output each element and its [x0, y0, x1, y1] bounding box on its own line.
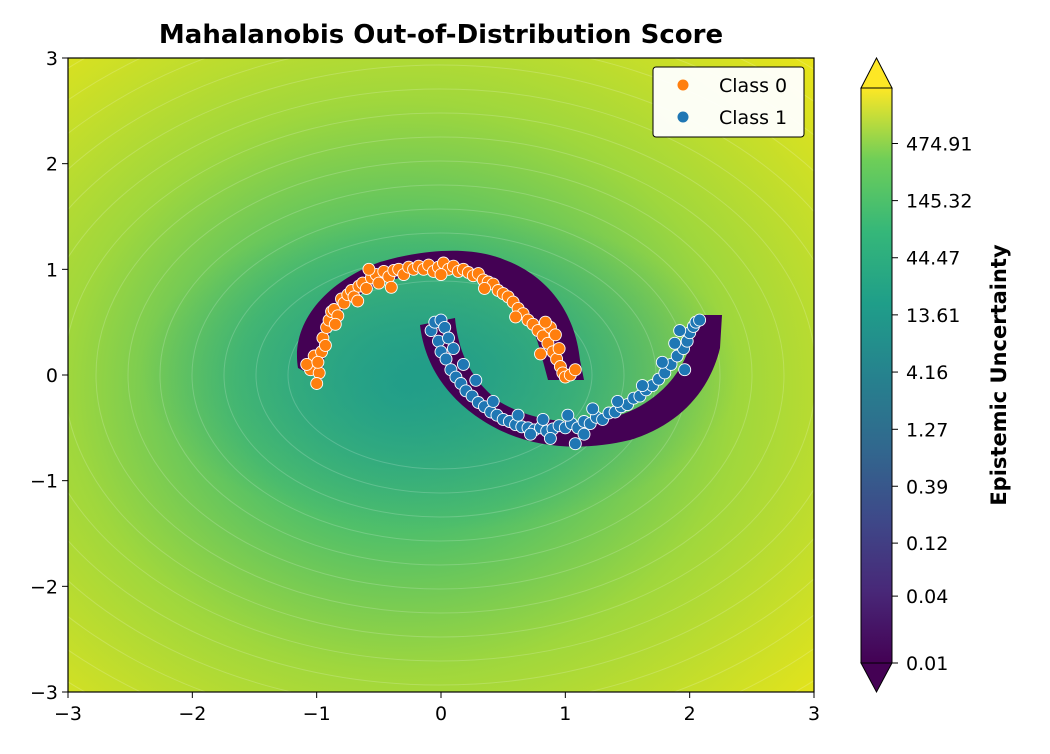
- x-tick-label: 1: [559, 703, 571, 725]
- colorbar-frame: [860, 87, 893, 664]
- scatter-point-class1: [439, 352, 453, 366]
- x-axis: −3 −2 −1 0 1 2 3: [54, 692, 820, 725]
- scatter-point-class1: [511, 408, 525, 422]
- x-tick-label: −3: [54, 703, 82, 725]
- contour-line: [95, 136, 785, 614]
- colorbar-ticks: 0.01 0.04 0.12 0.39 1.27 4.16 13.61 44.47 145.32…: [892, 133, 972, 675]
- scatter-point-class1: [561, 408, 575, 422]
- contour-line: [159, 184, 721, 566]
- colorbar-tick-label: 4.16: [906, 362, 948, 384]
- scatter-point-class0: [478, 281, 491, 295]
- contour-line: [68, 88, 814, 662]
- scatter-point-class1: [456, 357, 470, 371]
- scatter-point-class1: [655, 355, 669, 369]
- x-tick-label: 0: [435, 703, 447, 725]
- scatter-point-class1: [678, 363, 692, 377]
- y-tick-label: −3: [30, 682, 58, 704]
- colorbar-extend-bottom: [860, 662, 893, 694]
- scatter-point-class0: [534, 347, 547, 361]
- scatter-point-class1: [486, 394, 500, 408]
- colorbar-tick-label: 13.61: [906, 305, 960, 327]
- scatter-point-class0: [372, 276, 386, 290]
- y-tick-label: 1: [46, 259, 58, 281]
- contour-line: [127, 160, 753, 590]
- colorbar-tick-label: 0.04: [906, 586, 948, 608]
- scatter-point-class1: [668, 336, 682, 350]
- scatter-point-class1: [446, 342, 460, 356]
- scatter-point-class1: [693, 313, 707, 327]
- scatter-point-class1: [577, 427, 591, 441]
- scatter-point-class0: [300, 357, 314, 371]
- legend: Class 0 Class 1: [652, 66, 805, 138]
- legend-marker-class0: [677, 79, 689, 91]
- scatter-point-class0: [548, 328, 562, 342]
- x-tick-label: 2: [684, 703, 696, 725]
- scatter-point-class0: [509, 310, 523, 324]
- scatter-point-class0: [568, 363, 582, 377]
- scatter-point-class1: [442, 331, 455, 345]
- x-tick-label: −2: [178, 703, 206, 725]
- scatter-point-class0: [359, 281, 373, 295]
- colorbar: 0.01 0.04 0.12 0.39 1.27 4.16 13.61 44.47 145.32…: [860, 56, 1011, 694]
- colorbar-tick-label: 0.01: [906, 653, 948, 675]
- colorbar-tick-label: 145.32: [906, 191, 972, 213]
- scatter-point-class1: [469, 373, 483, 387]
- scatter-point-class0: [351, 294, 365, 308]
- y-axis: −3 −2 −1 0 1 2 3: [30, 48, 68, 704]
- contour-lines: [0, 0, 1008, 750]
- colorbar-tick-label: 44.47: [906, 248, 960, 270]
- scatter-point-class1: [673, 324, 687, 338]
- colorbar-gradient: [861, 88, 892, 663]
- colorbar-tick-label: 1.27: [906, 419, 948, 441]
- contour-line: [287, 280, 593, 470]
- scatter-point-class0: [434, 268, 448, 282]
- legend-label-class1: Class 1: [719, 107, 787, 129]
- contour-line: [68, 64, 814, 686]
- scatter-point-class1: [635, 379, 649, 393]
- scatter-point-class0: [311, 355, 325, 369]
- scatter-points: [300, 256, 707, 451]
- y-tick-label: −1: [30, 471, 58, 493]
- scatter-point-class0: [318, 338, 332, 352]
- legend-marker-class1: [677, 111, 689, 123]
- scatter-point-class0: [538, 315, 552, 329]
- colorbar-tick-label: 474.91: [906, 133, 972, 155]
- legend-box: [652, 66, 805, 138]
- scatter-point-class0: [312, 366, 326, 380]
- scatter-point-class1: [543, 431, 557, 445]
- scatter-point-class0: [310, 377, 324, 390]
- scatter-point-class0: [384, 280, 398, 294]
- x-tick-label: −1: [303, 703, 331, 725]
- scatter-point-class0: [362, 262, 376, 276]
- chart-title: Mahalanobis Out-of-Distribution Score: [159, 20, 723, 50]
- x-tick-label: 3: [808, 703, 820, 725]
- scatter-point-class1: [568, 437, 582, 451]
- y-tick-label: 3: [46, 48, 58, 70]
- scatter-point-class1: [536, 412, 550, 426]
- plot-area: [0, 0, 1008, 750]
- colorbar-tick-label: 0.12: [906, 533, 948, 555]
- scatter-point-class0: [328, 317, 342, 331]
- contour-line: [68, 112, 814, 638]
- scatter-point-class1: [611, 394, 625, 408]
- colorbar-extend-top: [860, 56, 893, 89]
- y-tick-label: 0: [46, 365, 58, 387]
- legend-label-class0: Class 0: [719, 75, 787, 97]
- colorbar-tick-label: 0.39: [906, 476, 948, 498]
- colorbar-label: Epistemic Uncertainty: [987, 244, 1011, 506]
- scatter-point-class1: [524, 427, 537, 441]
- y-tick-label: −2: [30, 576, 58, 598]
- scatter-point-class0: [552, 342, 566, 356]
- scatter-point-class1: [586, 402, 600, 416]
- y-tick-label: 2: [46, 154, 58, 176]
